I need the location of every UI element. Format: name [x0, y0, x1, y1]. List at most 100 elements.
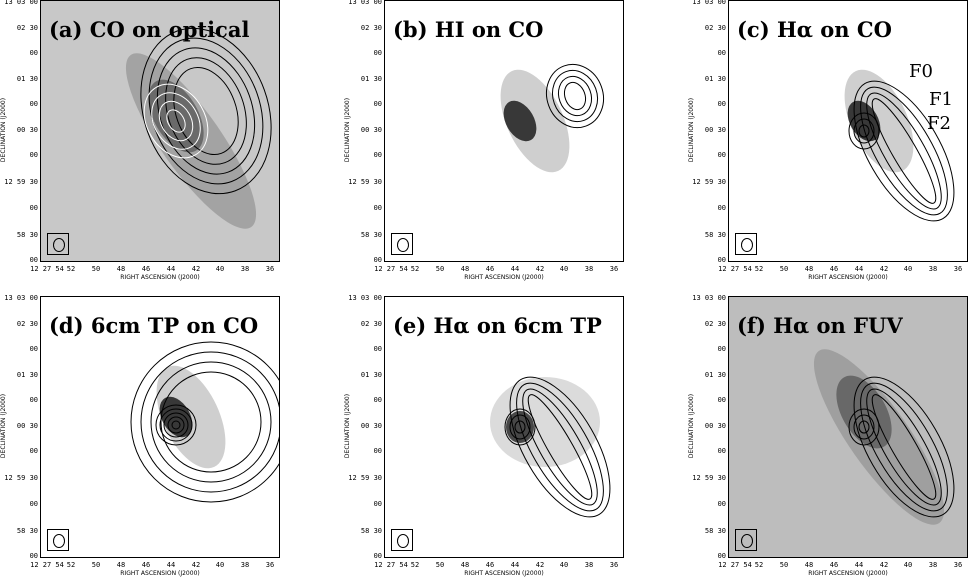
x-tick-label: 44 — [854, 561, 864, 569]
figure-panel: (e) Hα on 6cm TP 13 03 00 02 30 00 01 30 00 00… — [344, 295, 624, 577]
contour-line — [151, 92, 201, 150]
contour-line — [158, 100, 194, 142]
x-tick-label: 12 27 54 — [374, 561, 408, 569]
y-tick-label: 12 59 30 — [692, 178, 726, 186]
x-tick-label: 36 — [609, 561, 619, 569]
x-tick-label: 42 — [879, 265, 889, 273]
y-tick-label: 00 30 — [704, 422, 726, 430]
x-axis-label: RIGHT ASCENSION (J2000) — [464, 274, 544, 281]
beam-size-marker — [391, 529, 413, 551]
feature-label-f1: F1 — [929, 89, 953, 110]
beam-size-marker — [47, 529, 69, 551]
y-axis-label: DECLINATION (J2000) — [344, 97, 351, 163]
beam-size-marker — [735, 233, 757, 255]
x-tick-label: 52 — [66, 265, 76, 273]
y-tick-label: 02 30 — [360, 320, 382, 328]
x-tick-label: 38 — [584, 265, 594, 273]
x-axis-label: RIGHT ASCENSION (J2000) — [808, 274, 888, 281]
x-tick-label: 44 — [854, 265, 864, 273]
contour-line — [163, 412, 189, 438]
panel-title: (c) Hα on CO — [737, 17, 892, 42]
contour-line — [140, 27, 272, 195]
y-tick-label: 00 — [29, 447, 38, 455]
panel-title: (e) Hα on 6cm TP — [393, 313, 602, 338]
x-tick-label: 48 — [116, 265, 126, 273]
contour-line — [848, 408, 880, 446]
contour-line — [527, 394, 593, 500]
y-tick-label: 12 59 30 — [348, 178, 382, 186]
y-tick-label: 58 30 — [704, 527, 726, 535]
contour-line — [866, 92, 942, 210]
y-tick-label: 13 03 00 — [692, 0, 726, 6]
x-tick-label: 42 — [191, 561, 201, 569]
contour-line — [166, 109, 186, 133]
y-tick-label: 00 30 — [16, 422, 38, 430]
y-tick-label: 01 30 — [704, 75, 726, 83]
figure-panel: (f) Hα on FUV 13 03 00 02 30 00 01 30 00 00 30… — [688, 295, 968, 577]
y-tick-label: 02 30 — [16, 24, 38, 32]
x-axis-label: RIGHT ASCENSION (J2000) — [120, 570, 200, 577]
y-tick-label: 00 — [717, 49, 726, 57]
contour-line — [173, 66, 239, 156]
x-tick-label: 12 27 54 — [30, 265, 64, 273]
y-tick-label: 00 — [717, 204, 726, 212]
y-tick-label: 00 — [29, 552, 38, 560]
panel-title: (f) Hα on FUV — [737, 313, 903, 338]
y-tick-label: 00 — [373, 49, 382, 57]
y-tick-label: 58 30 — [16, 527, 38, 535]
x-tick-label: 40 — [903, 561, 913, 569]
map-image — [130, 341, 279, 503]
y-tick-label: 02 30 — [360, 24, 382, 32]
x-tick-label: 50 — [91, 265, 101, 273]
figure-panel: (b) HI on CO 13 03 00 02 30 00 01 30 00 00 30 0… — [344, 0, 624, 281]
figure-panel: (a) CO on optical 13 03 00 02 30 00 01 30 00 0… — [0, 0, 280, 281]
y-tick-label: 01 30 — [16, 75, 38, 83]
x-tick-label: 46 — [485, 265, 495, 273]
y-tick-label: 02 30 — [704, 320, 726, 328]
x-tick-label: 12 27 54 — [718, 265, 752, 273]
x-tick-label: 50 — [435, 265, 445, 273]
x-tick-label: 48 — [804, 265, 814, 273]
y-axis-label: DECLINATION (J2000) — [0, 393, 7, 459]
map-image — [500, 63, 604, 173]
contour-line — [853, 80, 955, 222]
contour-line — [860, 382, 948, 512]
x-tick-label: 40 — [559, 561, 569, 569]
y-tick-label: 58 30 — [704, 231, 726, 239]
y-tick-label: 58 30 — [360, 231, 382, 239]
contour-line — [167, 416, 185, 434]
map-image — [844, 69, 955, 222]
x-tick-label: 40 — [903, 265, 913, 273]
y-tick-label: 00 — [373, 345, 382, 353]
contour-line — [516, 382, 604, 512]
x-tick-label: 52 — [754, 561, 764, 569]
y-tick-label: 01 30 — [704, 371, 726, 379]
y-tick-label: 12 59 30 — [4, 178, 38, 186]
x-tick-label: 44 — [510, 265, 520, 273]
figure-panel: (c) Hα on CO F0 F1 F2 13 03 00 02 30 00 01 30 00… — [688, 0, 968, 281]
y-axis-label: DECLINATION (J2000) — [688, 393, 695, 459]
y-tick-label: 00 — [373, 447, 382, 455]
x-tick-label: 50 — [91, 561, 101, 569]
beam-size-marker — [735, 529, 757, 551]
contour-line — [871, 98, 937, 204]
x-tick-label: 42 — [879, 561, 889, 569]
x-tick-label: 40 — [215, 265, 225, 273]
image-plot: (b) HI on CO — [384, 0, 624, 262]
y-tick-label: 00 — [717, 151, 726, 159]
x-tick-label: 38 — [240, 265, 250, 273]
x-axis-label: RIGHT ASCENSION (J2000) — [120, 274, 200, 281]
image-plot: (d) 6cm TP on CO — [40, 296, 280, 558]
x-tick-label: 48 — [460, 561, 470, 569]
x-tick-label: 12 27 54 — [30, 561, 64, 569]
y-tick-label: 00 30 — [16, 126, 38, 134]
y-tick-label: 00 — [373, 100, 382, 108]
y-tick-label: 00 — [717, 396, 726, 404]
contour-line — [546, 63, 604, 129]
y-tick-label: 00 — [29, 204, 38, 212]
contour-line — [563, 81, 587, 111]
y-tick-label: 00 30 — [704, 126, 726, 134]
y-tick-label: 00 — [29, 256, 38, 264]
contour-line — [853, 414, 875, 440]
y-axis-label: DECLINATION (J2000) — [688, 97, 695, 163]
